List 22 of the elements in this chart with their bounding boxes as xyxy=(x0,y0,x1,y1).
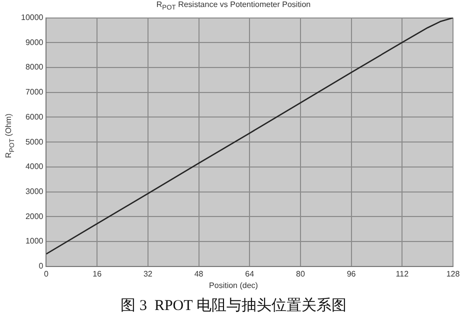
y-tick-label: 0 xyxy=(38,262,44,271)
y-tick-label: 6000 xyxy=(25,112,44,122)
x-tick-label: 48 xyxy=(194,269,204,278)
y-tick-label: 2000 xyxy=(25,212,44,221)
x-tick-label: 128 xyxy=(446,269,460,278)
x-tick-label: 32 xyxy=(143,269,153,278)
y-tick-label: 8000 xyxy=(25,62,44,72)
x-tick-label: 16 xyxy=(92,269,102,278)
chart-title: R$_{POT}$ Resistance vs Potentiometer Position xyxy=(155,0,312,12)
y-tick-label: 1000 xyxy=(25,236,44,246)
y-tick-label: 5000 xyxy=(25,137,44,146)
x-axis-title: Position (dec) xyxy=(208,281,259,290)
x-tick-label: 64 xyxy=(245,269,255,278)
y-tick-label: 9000 xyxy=(25,38,44,47)
y-tick-label: 4000 xyxy=(25,162,44,172)
y-tick-label: 3000 xyxy=(25,187,44,196)
x-tick-label: 112 xyxy=(396,269,410,278)
y-tick-label: 7000 xyxy=(25,88,44,97)
x-tick-label: 80 xyxy=(296,269,306,278)
y-tick-label: 10000 xyxy=(20,13,44,22)
x-tick-label: 96 xyxy=(346,269,356,278)
caption: 图 3 RPOT 电阻与抽头位置关系图 xyxy=(120,296,348,315)
